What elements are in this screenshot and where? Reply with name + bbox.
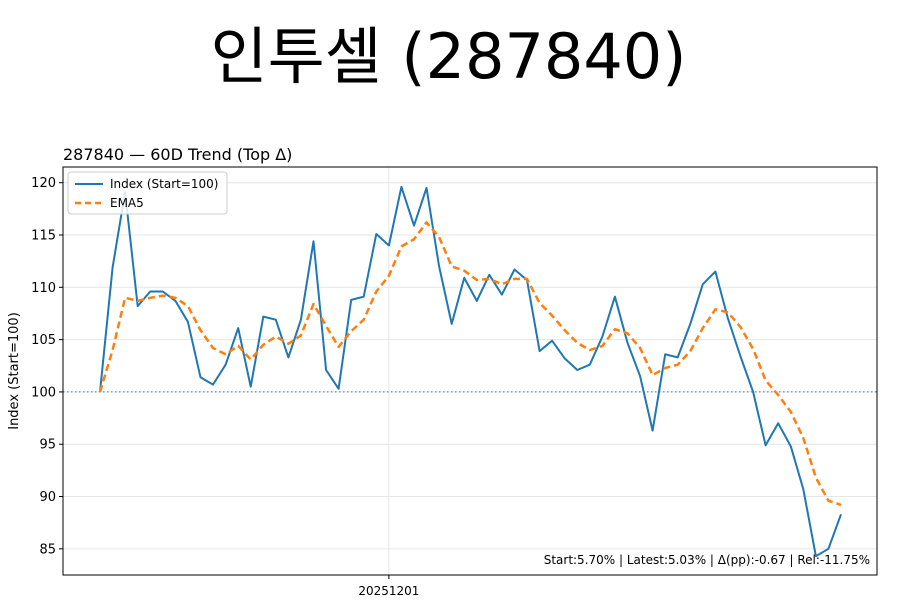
y-tick-label: 90 (39, 490, 56, 505)
y-axis-label: Index (Start=100) (7, 312, 22, 430)
y-tick-label: 100 (31, 385, 56, 400)
legend-label-ema5: EMA5 (110, 196, 144, 210)
y-tick-label: 105 (31, 333, 56, 348)
chart-title: 287840 — 60D Trend (Top Δ) (63, 145, 292, 164)
y-tick-label: 120 (31, 176, 56, 191)
stats-annotation: Start:5.70% | Latest:5.03% | Δ(pp):-0.67… (544, 553, 870, 567)
legend-box (67, 171, 228, 215)
series-line-ema5 (98, 221, 842, 507)
plot-frame (62, 166, 878, 576)
series-line-index (99, 185, 842, 558)
y-tick-label: 95 (39, 438, 56, 453)
legend: Index (Start=100) EMA5 (67, 171, 228, 215)
page-title: 인투셀 (287840) (210, 20, 687, 93)
legend-label-index: Index (Start=100) (110, 177, 219, 191)
y-tick-label: 110 (31, 281, 56, 296)
series-layer (98, 185, 842, 558)
y-tick-label: 85 (39, 542, 56, 557)
x-tick-label: 20251201 (358, 584, 419, 598)
axis-layer: 85 90 95 100 105 110 115 120 20251201 (31, 176, 419, 598)
y-tick-label: 115 (31, 229, 56, 244)
grid-lines (63, 167, 877, 575)
